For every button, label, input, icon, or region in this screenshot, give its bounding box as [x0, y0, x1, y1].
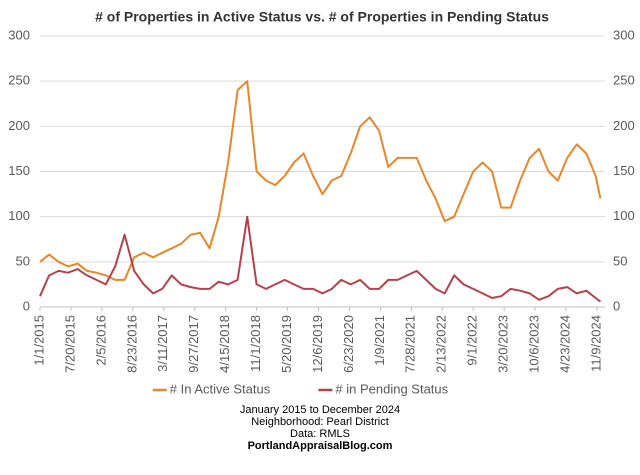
x-tick-label: 11/9/2024 [588, 315, 603, 372]
y-tick-label: 150 [8, 163, 30, 178]
y2-tick-label: 300 [613, 27, 635, 42]
x-tick-label: 7/20/2015 [62, 315, 77, 373]
legend-label: # In Active Status [170, 381, 271, 396]
series-line [39, 80, 602, 281]
y2-tick-label: 100 [613, 208, 635, 223]
series-line [39, 215, 602, 303]
y2-tick-label: 50 [613, 253, 627, 268]
x-tick-label: 10/6/2023 [527, 315, 542, 373]
x-tick-label: 9/27/2017 [186, 315, 201, 373]
y-tick-label: 100 [8, 208, 30, 223]
chart: # of Properties in Active Status vs. # o… [8, 9, 635, 397]
y2-tick-label: 200 [613, 118, 635, 133]
y-tick-label: 0 [23, 298, 30, 313]
y-tick-label: 200 [8, 118, 30, 133]
x-tick-label: 6/23/2020 [341, 315, 356, 373]
x-tick-label: 1/9/2021 [372, 315, 387, 366]
data-source: Data: RMLS [290, 428, 350, 440]
chart-title: # of Properties in Active Status vs. # o… [95, 9, 549, 25]
y2-tick-label: 0 [613, 298, 620, 313]
y-tick-label: 250 [8, 73, 30, 88]
x-tick-label: 4/15/2018 [217, 315, 232, 373]
x-tick-label: 2/13/2022 [434, 315, 449, 373]
y-tick-label: 50 [16, 253, 30, 268]
y-tick-label: 300 [8, 27, 30, 42]
x-tick-label: 1/1/2015 [31, 315, 46, 366]
x-tick-label: 4/23/2024 [557, 315, 572, 373]
y2-tick-label: 150 [613, 163, 635, 178]
x-tick-label: 7/28/2021 [403, 315, 418, 373]
legend-label: # in Pending Status [335, 381, 448, 396]
date-range: January 2015 to December 2024 [239, 404, 401, 416]
neighborhood: Neighborhood: Pearl District [251, 416, 389, 428]
x-tick-label: 3/11/2017 [155, 315, 170, 372]
x-tick-label: 8/23/2016 [124, 315, 139, 373]
x-tick-label: 2/5/2016 [93, 315, 108, 366]
x-tick-label: 12/6/2019 [310, 315, 325, 373]
y2-tick-label: 250 [613, 73, 635, 88]
x-tick-label: 11/1/2018 [248, 315, 263, 372]
x-tick-label: 5/20/2019 [279, 315, 294, 373]
x-tick-label: 3/20/2023 [496, 315, 511, 373]
website: PortlandAppraisalBlog.com [247, 440, 393, 452]
x-tick-label: 9/1/2022 [465, 315, 480, 366]
footer: January 2015 to December 2024 Neighborho… [0, 404, 640, 452]
